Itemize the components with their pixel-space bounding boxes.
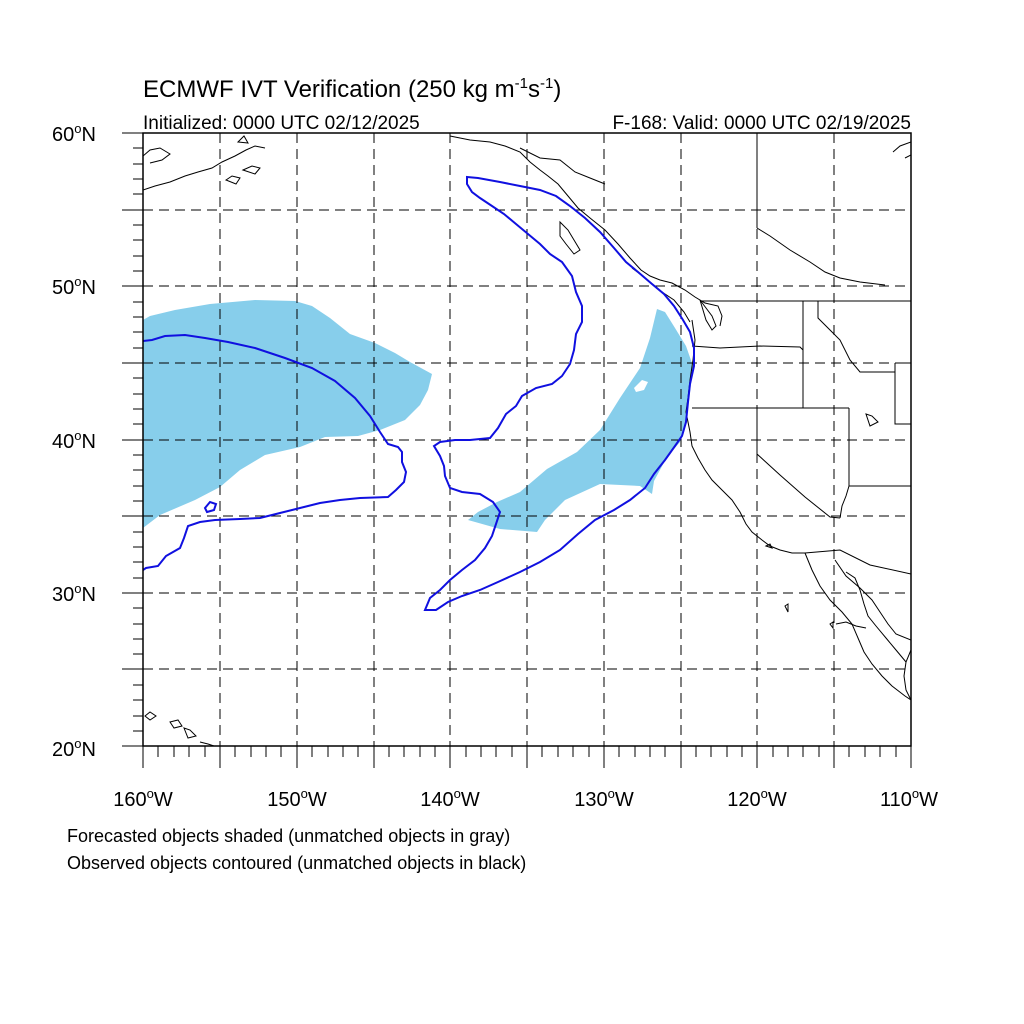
forecast-object-west	[143, 300, 432, 528]
lat-label-30: 30oN	[52, 581, 96, 606]
lon-label-110: 110oW	[880, 786, 938, 811]
map-panel: 60oN 50oN 40oN 30oN 20oN 160oW 150oW 140…	[52, 121, 938, 811]
political-borders	[691, 133, 911, 575]
lat-label-50: 50oN	[52, 274, 96, 299]
lon-label-130: 130oW	[574, 786, 634, 811]
lat-label-20: 20oN	[52, 736, 96, 761]
lat-label-40: 40oN	[52, 428, 96, 453]
forecast-hole	[634, 380, 648, 392]
lon-label-140: 140oW	[420, 786, 480, 811]
valid-time-label: F-168: Valid: 0000 UTC 02/19/2025	[612, 113, 911, 134]
lon-label-120: 120oW	[727, 786, 787, 811]
lon-labels: 160oW 150oW 140oW 130oW 120oW 110oW	[113, 786, 938, 811]
lat-label-60: 60oN	[52, 121, 96, 146]
observed-small-object	[203, 500, 218, 514]
lon-label-160: 160oW	[113, 786, 173, 811]
forecast-object-east	[468, 309, 693, 532]
lon-label-150: 150oW	[267, 786, 327, 811]
observed-object-west	[143, 333, 408, 571]
init-time-label: Initialized: 0000 UTC 02/12/2025	[143, 113, 420, 134]
map-title: ECMWF IVT Verification (250 kg m-1s-1)	[143, 75, 561, 103]
lat-ticks	[122, 132, 143, 747]
observed-note: Observed objects contoured (unmatched ob…	[67, 853, 526, 873]
forecast-note: Forecasted objects shaded (unmatched obj…	[67, 826, 510, 846]
graticule	[143, 133, 911, 746]
lon-ticks	[142, 746, 912, 768]
observed-object-east	[423, 175, 695, 611]
lat-labels: 60oN 50oN 40oN 30oN 20oN	[52, 121, 96, 761]
